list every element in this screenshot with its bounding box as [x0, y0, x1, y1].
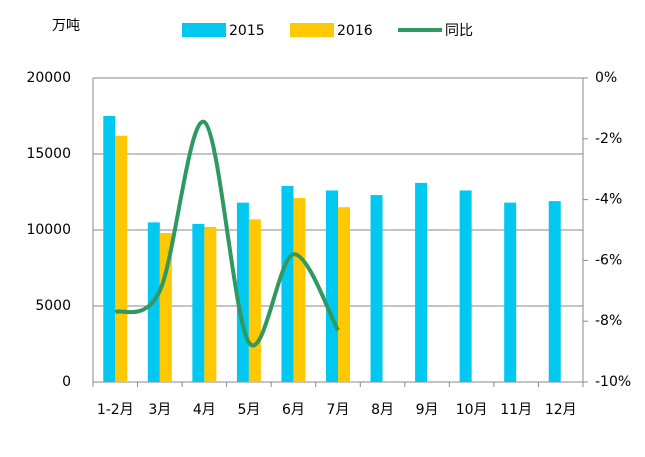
x-tick-label: 3月: [148, 402, 171, 418]
legend-swatch: [290, 23, 334, 37]
bar: [248, 219, 261, 382]
x-tick-label: 5月: [237, 402, 260, 418]
y-unit: 万吨: [52, 18, 80, 34]
y2-tick-label: -2%: [595, 131, 622, 147]
x-tick-label: 8月: [371, 402, 394, 418]
y-tick-label: 0: [62, 374, 71, 390]
bar: [103, 116, 116, 382]
bar: [293, 198, 306, 382]
y2-tick-label: -8%: [595, 313, 622, 329]
x-tick-label: 11月: [500, 402, 532, 418]
line: [114, 120, 340, 348]
x-tick-label: 4月: [193, 402, 216, 418]
bar: [236, 202, 249, 382]
x-tick-label: 7月: [327, 402, 350, 418]
x-tick-label: 6月: [282, 402, 305, 418]
x-tick-label: 12月: [545, 402, 577, 418]
y-tick-label: 15000: [26, 146, 71, 162]
legend-label: 同比: [445, 23, 473, 39]
bar: [115, 135, 128, 382]
x-tick-label: 10月: [456, 402, 488, 418]
bar: [192, 223, 205, 382]
bar: [204, 226, 217, 382]
bar: [415, 182, 428, 382]
bar: [159, 233, 172, 382]
x-tick-label: 9月: [416, 402, 439, 418]
y2-tick-label: -6%: [595, 252, 622, 268]
bar: [459, 190, 472, 382]
legend-label: 2016: [337, 23, 373, 39]
y-tick-label: 5000: [35, 298, 71, 314]
y2-tick-label: 0%: [595, 70, 617, 86]
y-tick-label: 10000: [26, 222, 71, 238]
bar: [504, 202, 517, 382]
bar: [548, 201, 561, 382]
y2-tick-label: -4%: [595, 192, 622, 208]
y-tick-label: 20000: [26, 70, 71, 86]
x-tick-label: 1-2月: [97, 402, 134, 418]
bar: [338, 207, 350, 382]
bar: [370, 195, 383, 382]
bar: [281, 185, 294, 382]
legend-label: 2015: [229, 23, 265, 39]
legend-swatch: [182, 23, 226, 37]
bar: [326, 190, 338, 382]
y2-tick-label: -10%: [595, 374, 631, 390]
